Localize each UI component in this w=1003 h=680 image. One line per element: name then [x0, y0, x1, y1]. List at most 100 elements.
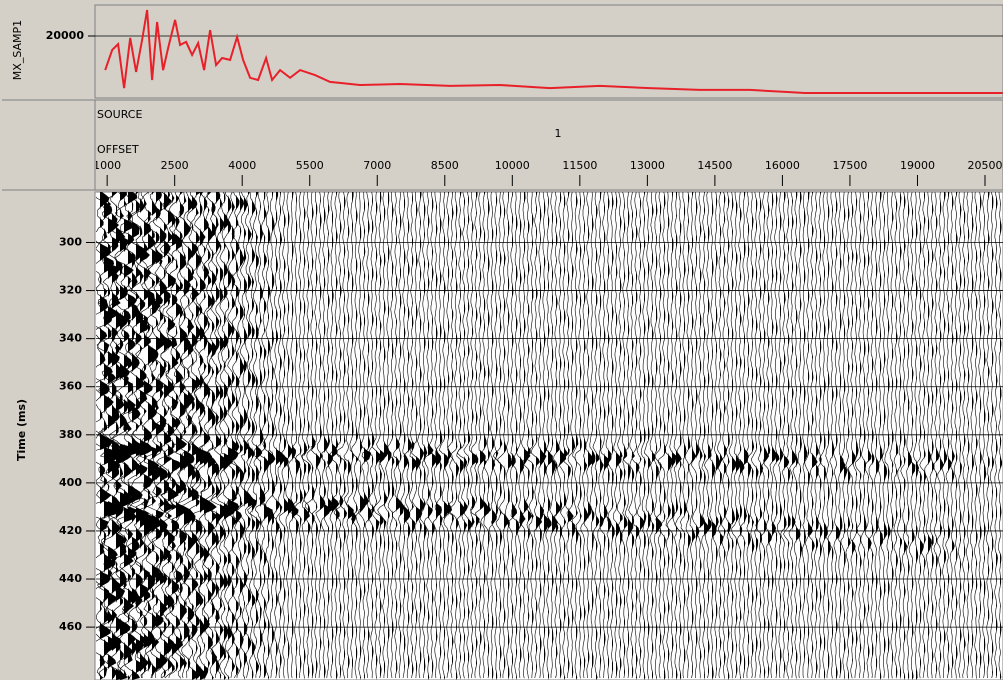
trace-fill	[964, 192, 966, 680]
trace-fill	[824, 192, 828, 680]
trace-fill	[860, 192, 862, 680]
source-value: 1	[555, 127, 562, 140]
trace-fill	[884, 192, 888, 680]
trace-fill	[724, 192, 727, 680]
trace-fill	[888, 192, 891, 680]
x-tick-label: 19000	[900, 159, 935, 172]
y-tick-label: 320	[59, 284, 82, 297]
trace-fill	[996, 192, 998, 680]
trace-fill	[680, 192, 682, 680]
y-tick-label: 460	[59, 620, 82, 633]
trace-fill	[656, 192, 662, 680]
trace-fill	[572, 192, 576, 680]
y-tick-label: 400	[59, 476, 82, 489]
trace-fill	[260, 192, 265, 680]
trace-fill	[488, 192, 491, 680]
trace-fill	[308, 192, 311, 680]
trace-fill	[792, 192, 796, 680]
x-tick-label: 4000	[228, 159, 256, 172]
trace-fill	[668, 192, 673, 680]
trace-fill	[372, 192, 375, 680]
y-tick-label: 20000	[46, 29, 85, 42]
trace-fill	[476, 192, 480, 680]
trace-fill	[672, 192, 677, 680]
trace-fill	[660, 192, 662, 680]
trace-fill	[844, 192, 848, 680]
trace-fill	[632, 192, 635, 680]
y-tick-label: 420	[59, 524, 82, 537]
trace-fill	[620, 192, 623, 680]
trace-fill	[312, 192, 316, 680]
trace-fill	[496, 192, 498, 680]
trace-fill	[644, 192, 646, 680]
trace-fill	[236, 192, 242, 680]
trace-fill	[904, 192, 907, 680]
trace-fill	[268, 192, 276, 680]
section-panel	[94, 191, 1003, 680]
trace-fill	[768, 192, 772, 680]
trace-fill	[1000, 192, 1002, 680]
x-tick-label: 17500	[832, 159, 867, 172]
trace-fill	[896, 192, 898, 680]
trace-fill	[856, 192, 859, 680]
trace-fill	[412, 192, 417, 680]
trace-fill	[600, 192, 604, 680]
trace-fill	[764, 192, 769, 680]
source-label: SOURCE	[97, 108, 142, 121]
trace-fill	[820, 192, 823, 680]
x-tick-label: 8500	[431, 159, 459, 172]
trace-fill	[408, 192, 412, 680]
trace-fill	[564, 192, 568, 680]
trace-fill	[172, 192, 182, 680]
trace-fill	[184, 192, 195, 680]
trace-fill	[936, 192, 940, 680]
trace-fill	[396, 192, 401, 680]
trace-fill	[300, 192, 303, 680]
trace-fill	[164, 192, 175, 680]
trace-fill	[192, 192, 201, 680]
trace-fill	[148, 192, 159, 680]
amplitude-panel	[94, 4, 1003, 99]
trace-fill	[976, 192, 978, 680]
trace-fill	[872, 192, 875, 680]
trace-fill	[980, 192, 982, 680]
trace-fill	[196, 192, 207, 680]
trace-fill	[760, 192, 763, 680]
trace-fill	[776, 192, 780, 680]
trace-fill	[344, 192, 347, 680]
trace-fill	[200, 192, 211, 680]
trace-fill	[292, 192, 299, 680]
trace-fill	[168, 192, 179, 680]
y-tick-label: 380	[59, 428, 82, 441]
trace-fill	[956, 192, 958, 680]
x-tick-label: 7000	[363, 159, 391, 172]
trace-fill	[784, 192, 789, 680]
trace-fill	[864, 192, 867, 680]
trace-fill	[924, 192, 926, 680]
trace-fill	[256, 192, 262, 680]
trace-fill	[136, 192, 151, 680]
trace-fill	[772, 192, 776, 680]
trace-fill	[728, 192, 731, 680]
trace-fill	[916, 192, 919, 680]
trace-fill	[944, 192, 947, 680]
y-tick-label: 340	[59, 332, 82, 345]
trace-fill	[280, 192, 286, 680]
trace-fill	[444, 192, 451, 680]
trace-fill	[556, 192, 560, 680]
y-tick-label: 300	[59, 235, 82, 248]
trace-fill	[156, 192, 164, 680]
trace-fill	[120, 192, 135, 680]
trace-fill	[796, 192, 801, 680]
trace-fill	[920, 192, 924, 680]
trace-fill	[912, 192, 915, 680]
trace-fill	[204, 192, 217, 680]
trace-fill	[320, 192, 326, 680]
x-tick-label: 10000	[495, 159, 530, 172]
trace-fill	[908, 192, 912, 680]
x-tick-label: 16000	[765, 159, 800, 172]
trace-fill	[112, 192, 122, 680]
y-tick-label: 360	[59, 380, 82, 393]
trace-fill	[448, 192, 452, 680]
